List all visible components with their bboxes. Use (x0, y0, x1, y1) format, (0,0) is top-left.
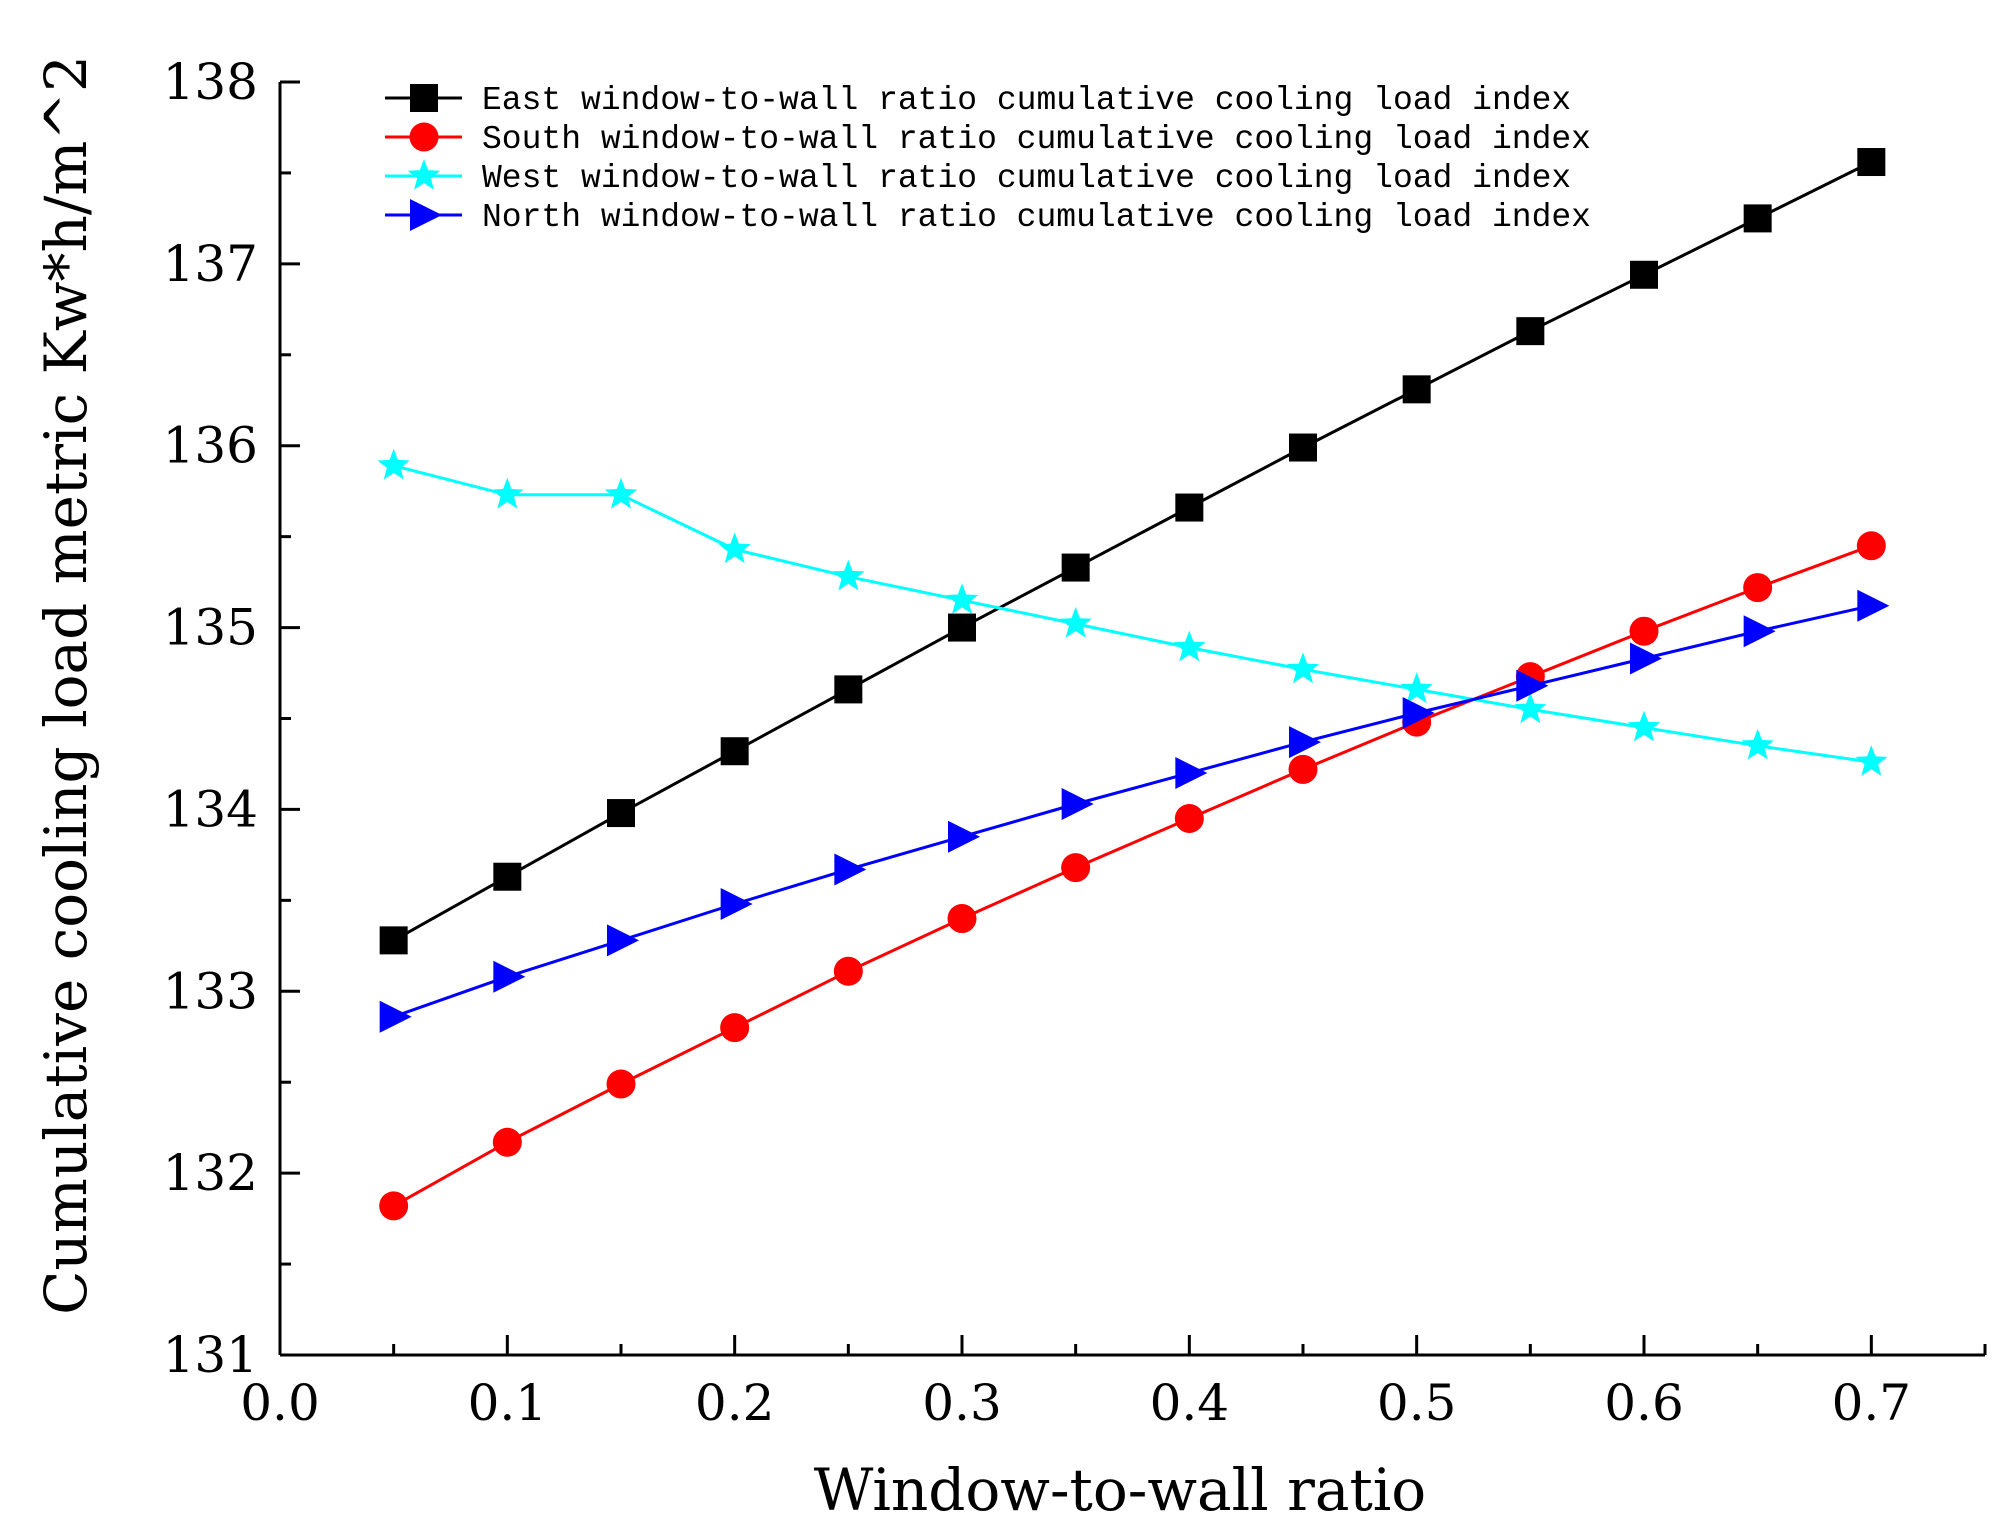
x-tick-label: 0.6 (1604, 1374, 1684, 1432)
data-point (1741, 728, 1774, 760)
series-3 (377, 448, 1888, 776)
legend-marker (407, 159, 441, 190)
legend: East window-to-wall ratio cumulative coo… (385, 82, 1591, 236)
data-point (834, 675, 863, 704)
series-2 (379, 531, 1886, 1221)
data-point (1400, 672, 1433, 704)
data-point (492, 1127, 522, 1157)
series-layer (377, 148, 1890, 1221)
data-point (720, 887, 753, 920)
y-axis-title: Cumulative cooling load metric Kw*h/m^2 (32, 55, 100, 1315)
data-point (1743, 615, 1776, 648)
data-point (1857, 148, 1886, 177)
x-tick-label: 0.4 (1150, 1374, 1230, 1432)
axes: 131 132 133 134 135 136 137 138 0.0 0.1 0.2 0.3 0.4 0… (163, 53, 1987, 1432)
data-point (1286, 652, 1320, 684)
data-point (718, 532, 751, 564)
legend-label: North window-to-wall ratio cumulative co… (482, 199, 1591, 236)
x-tick-label: 0.1 (468, 1374, 548, 1432)
legend-marker (410, 84, 438, 112)
data-point (948, 820, 980, 853)
data-point (1289, 726, 1321, 759)
data-point (1289, 433, 1317, 462)
data-point (945, 583, 979, 614)
data-point (1629, 616, 1659, 646)
data-point (1175, 757, 1208, 790)
data-point (1175, 493, 1204, 522)
legend-marker (410, 199, 442, 231)
y-tick-label: 132 (163, 1144, 258, 1202)
y-tick-label: 137 (163, 235, 258, 293)
data-point (832, 559, 865, 591)
data-point (493, 862, 522, 891)
data-point (493, 960, 526, 993)
legend-marker (409, 122, 439, 152)
legend-label: East window-to-wall ratio cumulative coo… (482, 82, 1571, 119)
data-point (1061, 553, 1090, 582)
x-tick-label: 0.5 (1377, 1374, 1457, 1432)
y-tick-label: 138 (163, 53, 258, 111)
x-tick-label: 0.2 (695, 1374, 775, 1432)
series-1 (379, 148, 1886, 955)
x-tick-label: 0.7 (1832, 1374, 1912, 1432)
data-point (606, 1069, 636, 1099)
data-point (720, 1013, 750, 1043)
y-tick-label: 133 (163, 962, 258, 1020)
data-point (1402, 375, 1431, 404)
data-point (1173, 630, 1206, 662)
x-tick-label: 0.3 (922, 1374, 1002, 1432)
data-point (377, 448, 410, 480)
data-point (1514, 692, 1547, 724)
series-4 (379, 589, 1890, 1033)
data-point (607, 799, 635, 828)
y-tick-label: 131 (163, 1326, 258, 1384)
data-point (834, 853, 867, 886)
data-point (720, 737, 749, 766)
data-point (607, 924, 639, 957)
data-point (1061, 853, 1091, 883)
legend-label: West window-to-wall ratio cumulative coo… (482, 160, 1571, 197)
data-point (1856, 531, 1886, 561)
data-point (1059, 606, 1092, 638)
data-point (379, 1000, 412, 1033)
data-point (1743, 204, 1772, 233)
data-point (1630, 642, 1662, 675)
x-tick-label: 0.0 (240, 1374, 320, 1432)
y-tick-label: 136 (163, 417, 258, 475)
data-point (1855, 745, 1888, 776)
data-point (947, 904, 977, 934)
series-line (392, 160, 1872, 942)
legend-item: West window-to-wall ratio cumulative coo… (385, 159, 1571, 197)
series-line (392, 544, 1872, 1208)
series-line (393, 464, 1872, 764)
data-point (1743, 573, 1773, 603)
data-point (1630, 260, 1658, 289)
x-axis-title: Window-to-wall ratio (814, 1456, 1426, 1524)
data-point (1061, 787, 1094, 820)
data-point (491, 477, 524, 509)
data-point (604, 477, 638, 509)
data-point (948, 613, 976, 642)
y-tick-label: 135 (163, 599, 258, 657)
legend-item: South window-to-wall ratio cumulative co… (385, 121, 1591, 158)
legend-item: East window-to-wall ratio cumulative coo… (385, 82, 1571, 119)
data-point (379, 1191, 409, 1221)
legend-label: South window-to-wall ratio cumulative co… (482, 121, 1591, 158)
series-line (393, 604, 1872, 1019)
data-point (1288, 754, 1318, 784)
data-point (1857, 589, 1890, 622)
legend-item: North window-to-wall ratio cumulative co… (385, 199, 1591, 236)
data-point (1174, 804, 1204, 834)
data-point (1402, 697, 1435, 730)
data-point (833, 956, 863, 986)
y-tick-label: 134 (163, 780, 258, 838)
data-point (1516, 317, 1545, 346)
data-point (1516, 669, 1549, 702)
data-point (379, 926, 408, 955)
data-point (1627, 710, 1661, 742)
